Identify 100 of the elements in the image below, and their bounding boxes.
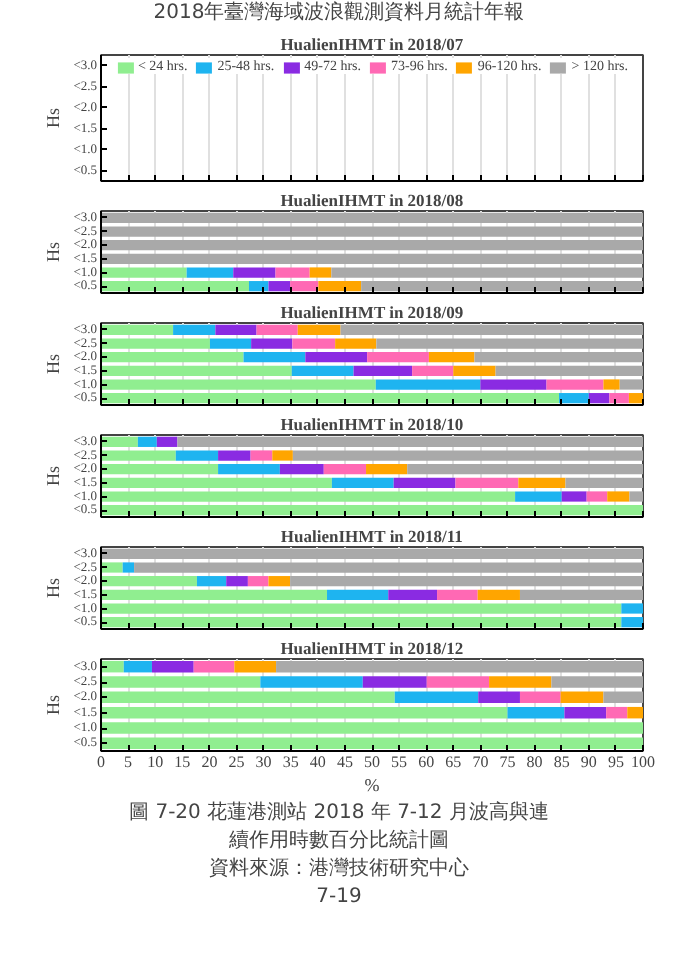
text: 2018年臺灣海域波浪觀測資料月統計年報 bbox=[153, 0, 525, 28]
bar bbox=[519, 589, 643, 600]
bar bbox=[248, 281, 269, 292]
bar bbox=[609, 393, 629, 404]
bar bbox=[560, 691, 604, 704]
x-tick-label: 5 bbox=[124, 753, 133, 771]
x-tick-label: 30 bbox=[255, 753, 272, 771]
x-tick-label: 70 bbox=[472, 753, 489, 771]
x-tick-label: 50 bbox=[364, 753, 380, 771]
x-axis-title: % bbox=[364, 775, 381, 795]
bar bbox=[151, 660, 194, 673]
bar bbox=[186, 267, 234, 278]
chart-title: HualienIHMT in 2018/09 bbox=[280, 302, 464, 322]
bar bbox=[234, 660, 277, 673]
bar bbox=[564, 706, 607, 719]
chart-title: HualienIHMT in 2018/08 bbox=[280, 190, 464, 210]
bar bbox=[546, 379, 604, 390]
bar bbox=[607, 491, 630, 502]
x-tick-label: 0 bbox=[97, 753, 105, 771]
y-axis-title: Hs bbox=[43, 465, 64, 486]
x-tick-label: 75 bbox=[499, 753, 516, 771]
x-tick-label: 40 bbox=[309, 753, 326, 771]
bar bbox=[101, 691, 395, 704]
bar bbox=[561, 491, 587, 502]
bar bbox=[218, 464, 280, 475]
chart-title: HualienIHMT in 2018/07 bbox=[280, 34, 465, 54]
bar bbox=[603, 691, 643, 704]
bar bbox=[268, 576, 291, 587]
bar bbox=[101, 706, 508, 719]
bar bbox=[218, 450, 251, 461]
bar bbox=[603, 379, 620, 390]
x-tick-label: 25 bbox=[228, 753, 245, 771]
y-axis-title: Hs bbox=[43, 107, 64, 128]
bar bbox=[250, 450, 273, 461]
x-tick-label: 90 bbox=[580, 753, 597, 771]
chart-title: HualienIHMT in 2018/12 bbox=[280, 638, 464, 658]
x-tick-label: 65 bbox=[445, 753, 462, 771]
bar bbox=[428, 352, 475, 363]
bar bbox=[226, 576, 248, 587]
y-axis-title: Hs bbox=[43, 694, 64, 715]
text: 7-19 bbox=[316, 884, 362, 912]
x-tick-label: 55 bbox=[391, 753, 408, 771]
bar bbox=[196, 576, 227, 587]
y-axis-title: Hs bbox=[43, 577, 64, 598]
bar bbox=[412, 365, 454, 376]
bar bbox=[291, 365, 354, 376]
bar bbox=[175, 450, 219, 461]
bar bbox=[375, 379, 481, 390]
bar bbox=[156, 436, 178, 447]
chart-title: HualienIHMT in 2018/11 bbox=[280, 526, 463, 546]
bar bbox=[123, 660, 152, 673]
bar bbox=[247, 576, 269, 587]
bar bbox=[276, 660, 643, 673]
bar bbox=[394, 691, 479, 704]
bar bbox=[588, 393, 610, 404]
bar bbox=[628, 393, 643, 404]
source-note: 資料來源：港灣技術研究中心 bbox=[209, 856, 469, 884]
bar bbox=[122, 562, 135, 573]
x-tick-label: 100 bbox=[631, 753, 655, 771]
bar bbox=[331, 477, 394, 488]
bar bbox=[353, 365, 413, 376]
bar bbox=[558, 393, 589, 404]
bar bbox=[515, 491, 562, 502]
bar bbox=[437, 589, 478, 600]
bar bbox=[478, 691, 520, 704]
x-tick-label: 20 bbox=[201, 753, 218, 771]
bar bbox=[367, 352, 429, 363]
bar bbox=[606, 706, 628, 719]
x-tick-label: 35 bbox=[282, 753, 299, 771]
y-axis-title: Hs bbox=[43, 241, 64, 262]
bar bbox=[279, 464, 324, 475]
bar bbox=[586, 491, 608, 502]
bar bbox=[489, 676, 552, 688]
x-tick-label: 95 bbox=[607, 753, 624, 771]
bar bbox=[137, 436, 157, 447]
bar bbox=[101, 676, 261, 688]
bar bbox=[388, 589, 438, 600]
bar bbox=[327, 589, 389, 600]
bar bbox=[426, 676, 490, 688]
bar bbox=[507, 706, 565, 719]
bar bbox=[551, 676, 643, 688]
x-tick-label: 10 bbox=[147, 753, 164, 771]
bar bbox=[518, 477, 566, 488]
bar bbox=[519, 691, 561, 704]
bar bbox=[362, 676, 427, 688]
bar bbox=[193, 660, 235, 673]
x-tick-label: 60 bbox=[418, 753, 435, 771]
bar bbox=[453, 365, 496, 376]
x-tick-label: 45 bbox=[336, 753, 353, 771]
bar bbox=[366, 464, 408, 475]
chart-title: HualienIHMT in 2018/10 bbox=[280, 414, 464, 434]
caption: 圖 7-20 花蓮港測站 2018 年 7-12 月波高與連續作用時數百分比統計圖 bbox=[129, 800, 549, 856]
x-tick-label: 85 bbox=[553, 753, 570, 771]
bar bbox=[393, 477, 456, 488]
bar bbox=[455, 477, 519, 488]
bar bbox=[101, 722, 643, 734]
y-axis-title: Hs bbox=[43, 353, 64, 374]
x-tick-label: 80 bbox=[526, 753, 543, 771]
x-tick-label: 15 bbox=[174, 753, 191, 771]
bar bbox=[477, 589, 520, 600]
